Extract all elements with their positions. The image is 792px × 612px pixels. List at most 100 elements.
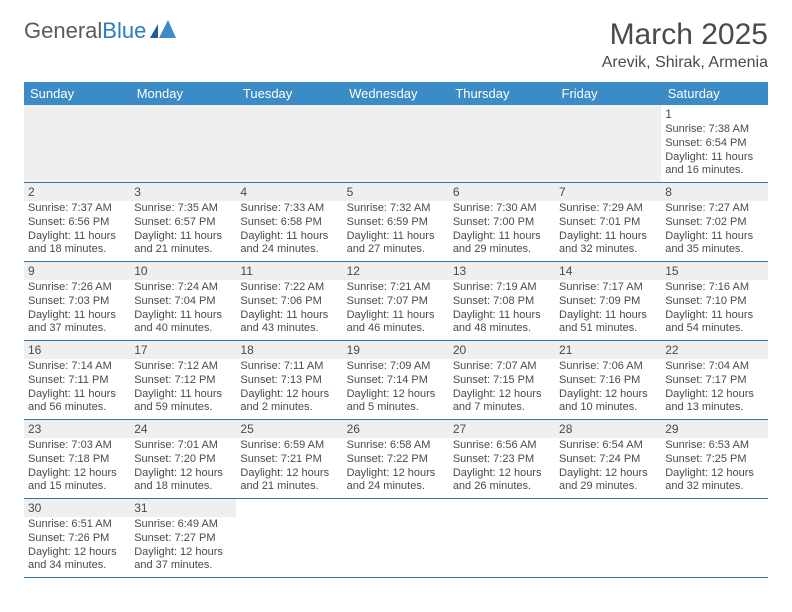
day-number: 10	[130, 262, 236, 280]
day-number: 22	[661, 341, 767, 359]
sunset-text: Sunset: 7:02 PM	[665, 216, 763, 230]
calendar-empty-cell	[449, 499, 555, 578]
day-number: 16	[24, 341, 130, 359]
calendar-week-row: 9Sunrise: 7:26 AMSunset: 7:03 PM Daylight…	[24, 262, 768, 341]
logo-text-blue: Blue	[102, 18, 146, 44]
daylight-text: Daylight: 12 hours and 7 minutes.	[453, 388, 551, 416]
daylight-text: Daylight: 12 hours and 15 minutes.	[28, 467, 126, 495]
sunset-text: Sunset: 7:00 PM	[453, 216, 551, 230]
day-number: 14	[555, 262, 661, 280]
sunrise-text: Sunrise: 7:26 AM	[28, 281, 126, 295]
calendar-empty-cell	[343, 499, 449, 578]
calendar-day-cell: 10Sunrise: 7:24 AMSunset: 7:04 PMDayligh…	[130, 262, 236, 341]
day-number: 20	[449, 341, 555, 359]
sunset-text: Sunset: 6:54 PM	[665, 137, 763, 151]
day-number: 18	[236, 341, 342, 359]
sunset-text: Sunset: 7:09 PM	[559, 295, 657, 309]
sunset-text: Sunset: 7:03 PM	[28, 295, 126, 309]
day-number: 17	[130, 341, 236, 359]
calendar-day-cell: 22Sunrise: 7:04 AMSunset: 7:17 PMDayligh…	[661, 341, 767, 420]
sunset-text: Sunset: 7:13 PM	[240, 374, 338, 388]
daylight-text: Daylight: 11 hours and 59 minutes.	[134, 388, 232, 416]
daylight-text: Daylight: 11 hours and 54 minutes.	[665, 309, 763, 337]
calendar-week-row: 23Sunrise: 7:03 AMSunset: 7:18 PMDayligh…	[24, 420, 768, 499]
calendar-header-row: SundayMondayTuesdayWednesdayThursdayFrid…	[24, 82, 768, 105]
sunrise-text: Sunrise: 7:06 AM	[559, 360, 657, 374]
sunset-text: Sunset: 6:58 PM	[240, 216, 338, 230]
sunrise-text: Sunrise: 6:56 AM	[453, 439, 551, 453]
daylight-text: Daylight: 12 hours and 37 minutes.	[134, 546, 232, 574]
day-number: 29	[661, 420, 767, 438]
weekday-header: Saturday	[661, 82, 767, 105]
sunset-text: Sunset: 6:57 PM	[134, 216, 232, 230]
sunrise-text: Sunrise: 7:14 AM	[28, 360, 126, 374]
sunset-text: Sunset: 7:17 PM	[665, 374, 763, 388]
daylight-text: Daylight: 12 hours and 21 minutes.	[240, 467, 338, 495]
calendar-day-cell: 26Sunrise: 6:58 AMSunset: 7:22 PMDayligh…	[343, 420, 449, 499]
calendar-day-cell: 17Sunrise: 7:12 AMSunset: 7:12 PMDayligh…	[130, 341, 236, 420]
calendar-day-cell: 19Sunrise: 7:09 AMSunset: 7:14 PMDayligh…	[343, 341, 449, 420]
daylight-text: Daylight: 12 hours and 26 minutes.	[453, 467, 551, 495]
sunrise-text: Sunrise: 6:59 AM	[240, 439, 338, 453]
daylight-text: Daylight: 12 hours and 5 minutes.	[347, 388, 445, 416]
calendar-empty-cell	[130, 105, 236, 183]
sunrise-text: Sunrise: 7:32 AM	[347, 202, 445, 216]
sunrise-text: Sunrise: 7:24 AM	[134, 281, 232, 295]
daylight-text: Daylight: 12 hours and 13 minutes.	[665, 388, 763, 416]
sunset-text: Sunset: 7:12 PM	[134, 374, 232, 388]
sunset-text: Sunset: 7:11 PM	[28, 374, 126, 388]
sunset-text: Sunset: 7:21 PM	[240, 453, 338, 467]
daylight-text: Daylight: 12 hours and 10 minutes.	[559, 388, 657, 416]
sunset-text: Sunset: 7:14 PM	[347, 374, 445, 388]
sunrise-text: Sunrise: 7:09 AM	[347, 360, 445, 374]
sunrise-text: Sunrise: 7:33 AM	[240, 202, 338, 216]
day-number: 11	[236, 262, 342, 280]
sunrise-text: Sunrise: 7:35 AM	[134, 202, 232, 216]
calendar-empty-cell	[661, 499, 767, 578]
sunset-text: Sunset: 7:23 PM	[453, 453, 551, 467]
daylight-text: Daylight: 11 hours and 27 minutes.	[347, 230, 445, 258]
sunset-text: Sunset: 7:10 PM	[665, 295, 763, 309]
day-number: 9	[24, 262, 130, 280]
logo: GeneralBlue	[24, 18, 176, 44]
sunrise-text: Sunrise: 6:49 AM	[134, 518, 232, 532]
sunrise-text: Sunrise: 6:54 AM	[559, 439, 657, 453]
day-number: 28	[555, 420, 661, 438]
calendar-day-cell: 29Sunrise: 6:53 AMSunset: 7:25 PMDayligh…	[661, 420, 767, 499]
daylight-text: Daylight: 11 hours and 43 minutes.	[240, 309, 338, 337]
sunset-text: Sunset: 7:08 PM	[453, 295, 551, 309]
sunset-text: Sunset: 7:04 PM	[134, 295, 232, 309]
sunrise-text: Sunrise: 7:01 AM	[134, 439, 232, 453]
calendar-day-cell: 23Sunrise: 7:03 AMSunset: 7:18 PMDayligh…	[24, 420, 130, 499]
calendar-day-cell: 8Sunrise: 7:27 AMSunset: 7:02 PMDaylight…	[661, 183, 767, 262]
daylight-text: Daylight: 12 hours and 18 minutes.	[134, 467, 232, 495]
sunset-text: Sunset: 7:07 PM	[347, 295, 445, 309]
flag-icon	[150, 18, 176, 44]
sunset-text: Sunset: 6:59 PM	[347, 216, 445, 230]
calendar-empty-cell	[555, 105, 661, 183]
sunset-text: Sunset: 6:56 PM	[28, 216, 126, 230]
daylight-text: Daylight: 11 hours and 51 minutes.	[559, 309, 657, 337]
sunset-text: Sunset: 7:16 PM	[559, 374, 657, 388]
daylight-text: Daylight: 12 hours and 32 minutes.	[665, 467, 763, 495]
weekday-header: Friday	[555, 82, 661, 105]
day-number: 7	[555, 183, 661, 201]
calendar-day-cell: 6Sunrise: 7:30 AMSunset: 7:00 PMDaylight…	[449, 183, 555, 262]
daylight-text: Daylight: 12 hours and 29 minutes.	[559, 467, 657, 495]
calendar-day-cell: 16Sunrise: 7:14 AMSunset: 7:11 PMDayligh…	[24, 341, 130, 420]
calendar-day-cell: 1Sunrise: 7:38 AMSunset: 6:54 PMDaylight…	[661, 105, 767, 183]
daylight-text: Daylight: 11 hours and 48 minutes.	[453, 309, 551, 337]
calendar-empty-cell	[24, 105, 130, 183]
calendar-day-cell: 15Sunrise: 7:16 AMSunset: 7:10 PMDayligh…	[661, 262, 767, 341]
daylight-text: Daylight: 12 hours and 24 minutes.	[347, 467, 445, 495]
sunrise-text: Sunrise: 7:19 AM	[453, 281, 551, 295]
daylight-text: Daylight: 12 hours and 34 minutes.	[28, 546, 126, 574]
calendar-day-cell: 7Sunrise: 7:29 AMSunset: 7:01 PMDaylight…	[555, 183, 661, 262]
sunset-text: Sunset: 7:27 PM	[134, 532, 232, 546]
calendar-day-cell: 13Sunrise: 7:19 AMSunset: 7:08 PMDayligh…	[449, 262, 555, 341]
sunrise-text: Sunrise: 7:37 AM	[28, 202, 126, 216]
sunrise-text: Sunrise: 7:04 AM	[665, 360, 763, 374]
sunset-text: Sunset: 7:06 PM	[240, 295, 338, 309]
sunrise-text: Sunrise: 7:38 AM	[665, 123, 763, 137]
sunset-text: Sunset: 7:20 PM	[134, 453, 232, 467]
